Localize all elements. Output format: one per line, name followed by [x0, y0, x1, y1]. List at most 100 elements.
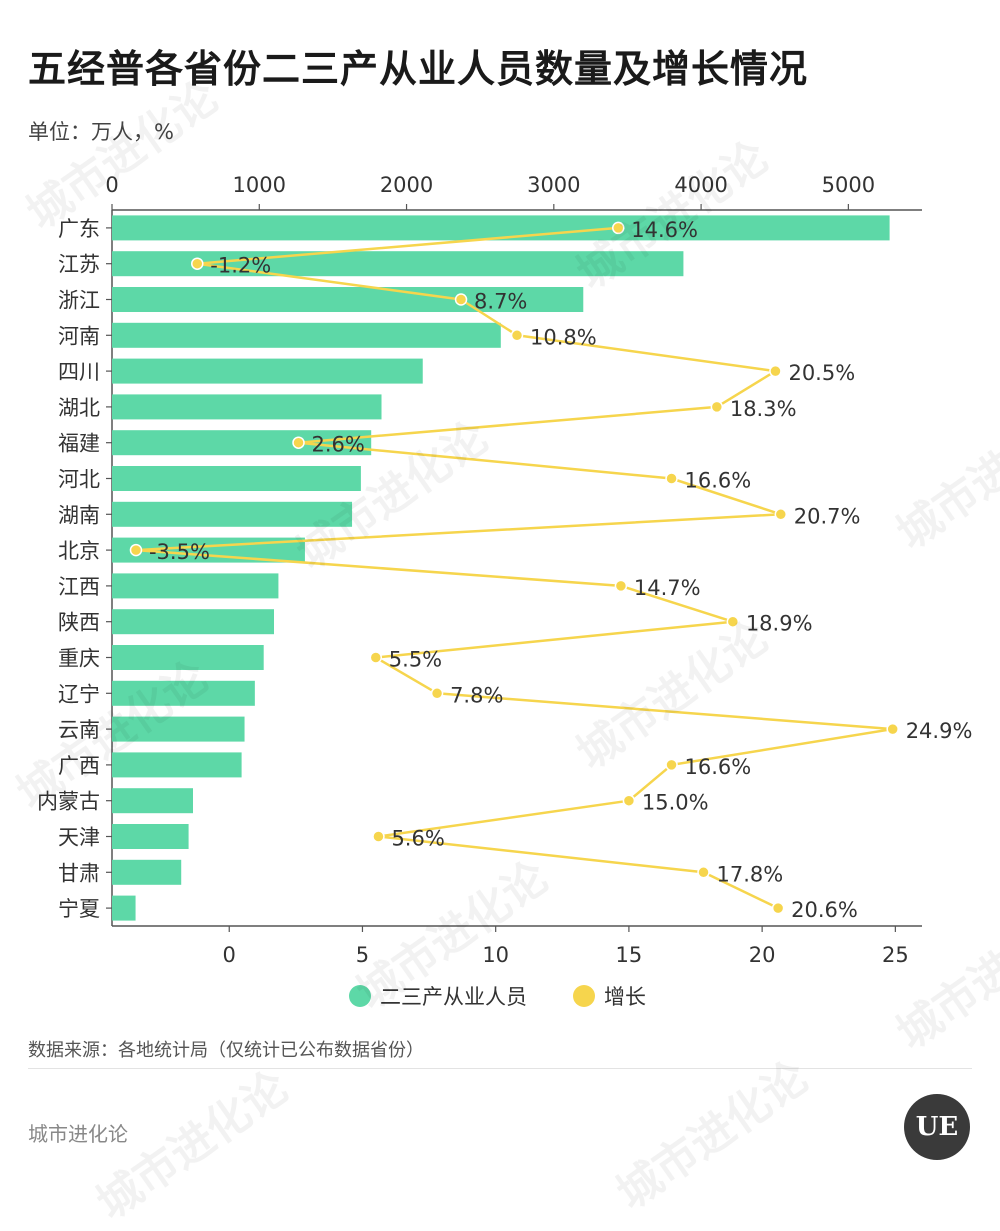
category-label: 宁夏	[58, 897, 100, 921]
brand-logo-text: UE	[915, 1112, 959, 1142]
growth-label: 10.8%	[530, 325, 597, 349]
growth-point	[774, 508, 788, 521]
category-label: 河北	[58, 468, 100, 492]
category-label: 四川	[58, 360, 100, 384]
bar	[112, 859, 182, 885]
bar	[112, 466, 361, 491]
bottom-tick-label: 10	[482, 943, 509, 967]
category-label: 湖北	[58, 396, 100, 420]
growth-line	[134, 226, 894, 910]
legend-label-line: 增长	[604, 985, 646, 1009]
category-label: 天津	[58, 826, 100, 850]
category-label: 北京	[58, 539, 100, 563]
growth-label: -3.5%	[149, 540, 210, 564]
bar	[112, 824, 189, 849]
legend-swatch-line	[573, 985, 595, 1007]
top-tick-label: 1000	[233, 173, 286, 197]
bar	[112, 680, 255, 706]
bar	[112, 752, 242, 778]
growth-label: 7.8%	[450, 683, 503, 707]
top-tick-label: 5000	[822, 173, 875, 197]
growth-point	[771, 901, 785, 915]
growth-point	[769, 364, 782, 378]
category-label: 湖南	[58, 503, 100, 527]
watermark-text: 城市进化论	[607, 1051, 818, 1220]
category-label: 重庆	[58, 647, 100, 671]
growth-point	[665, 472, 678, 485]
category-label: 广西	[58, 754, 100, 778]
bar	[112, 430, 372, 456]
category-label: 江西	[58, 575, 100, 599]
brand-logo: UE	[904, 1094, 970, 1160]
category-label: 江苏	[58, 253, 100, 277]
category-label: 陕西	[58, 611, 100, 635]
growth-label: 20.6%	[791, 898, 858, 922]
bar	[112, 322, 501, 348]
category-label: 福建	[58, 432, 100, 456]
category-label: 广东	[58, 217, 100, 241]
bottom-tick-label: 15	[616, 943, 643, 967]
growth-point	[614, 579, 628, 593]
footer-divider	[28, 1068, 972, 1069]
legend-swatch-bar	[349, 985, 371, 1007]
growth-point	[622, 794, 636, 807]
bar	[112, 788, 193, 814]
chart-title: 五经普各省份二三产从业人员数量及增长情况	[28, 47, 809, 91]
growth-point	[292, 436, 305, 449]
growth-label: 8.7%	[474, 290, 527, 314]
growth-label: 5.6%	[391, 827, 444, 851]
data-source: 数据来源：各地统计局（仅统计已公布数据省份）	[28, 1040, 424, 1061]
growth-label: 20.7%	[794, 504, 861, 528]
growth-point	[510, 329, 524, 342]
category-label: 甘肃	[58, 861, 100, 885]
top-tick-label: 4000	[674, 173, 727, 197]
growth-point	[726, 615, 740, 628]
growth-label: 15.0%	[642, 791, 709, 815]
bar	[112, 501, 353, 527]
combo-chart: 0 1000 2000 3000 4000 5000 0 5 10 15 20 25 广东江苏浙江河南四…	[37, 173, 973, 1009]
bar	[112, 573, 279, 599]
growth-label: 16.6%	[685, 755, 752, 779]
growth-point	[454, 293, 468, 306]
bar	[112, 358, 423, 384]
growth-label: 14.7%	[634, 576, 701, 600]
growth-label: 5.5%	[389, 648, 442, 672]
growth-point	[612, 221, 625, 235]
top-tick-label: 3000	[527, 173, 580, 197]
bar	[112, 609, 274, 635]
bar	[112, 895, 136, 921]
growth-point	[697, 866, 710, 879]
growth-point	[191, 257, 204, 270]
growth-label: 17.8%	[717, 862, 784, 886]
category-label: 辽宁	[58, 682, 100, 706]
unit-label: 单位：万人，%	[28, 120, 174, 144]
bottom-tick-label: 0	[223, 943, 236, 967]
growth-point	[372, 830, 385, 843]
growth-point	[710, 400, 724, 414]
bar	[112, 215, 890, 241]
growth-label: 18.9%	[746, 612, 813, 636]
top-tick-label: 0	[105, 173, 118, 197]
bar	[112, 645, 264, 670]
brand-name: 城市进化论	[28, 1122, 128, 1146]
bar	[112, 394, 382, 420]
growth-point	[430, 687, 444, 700]
growth-point	[369, 651, 383, 664]
bottom-tick-label: 25	[882, 943, 909, 967]
growth-label: 16.6%	[685, 469, 752, 493]
category-label: 浙江	[58, 289, 100, 313]
growth-label: 18.3%	[730, 397, 797, 421]
growth-label: 20.5%	[788, 361, 855, 385]
category-label: 内蒙古	[37, 790, 100, 814]
bar	[112, 287, 584, 312]
bottom-tick-label: 20	[749, 943, 776, 967]
category-label: 河南	[58, 324, 100, 348]
growth-label: -1.2%	[210, 254, 271, 278]
growth-label: 24.9%	[906, 719, 973, 743]
growth-label: 2.6%	[312, 433, 365, 457]
bottom-tick-label: 5	[356, 943, 369, 967]
growth-label: 14.6%	[631, 218, 698, 242]
growth-point	[129, 543, 143, 557]
category-label: 云南	[58, 718, 100, 742]
top-tick-label: 2000	[380, 173, 433, 197]
